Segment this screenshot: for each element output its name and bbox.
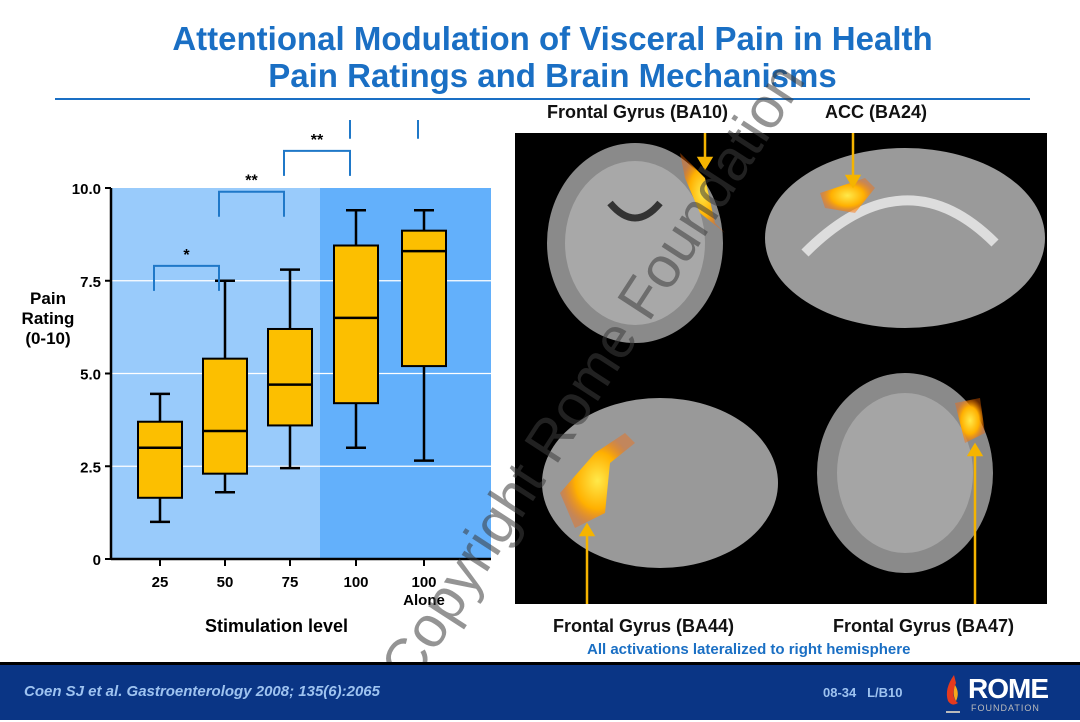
sagittal-brain-bottom-left: [542, 398, 778, 568]
x-tick-label: 100: [343, 574, 368, 591]
lateralization-note: All activations lateralized to right hem…: [587, 641, 911, 658]
y-tick-label: 10.0: [72, 181, 101, 198]
y-tick-label: 5.0: [80, 367, 101, 384]
y-label-line: Rating: [21, 309, 75, 328]
significance-bracket: [349, 120, 419, 139]
logo-text: ROME: [968, 673, 1049, 704]
label-ba44: Frontal Gyrus (BA44): [553, 616, 735, 636]
axial-brain-bottom-right: [817, 373, 993, 573]
logo-subtext: FOUNDATION: [971, 703, 1040, 713]
x-tick-label: 25: [152, 574, 169, 591]
label-acc: ACC (BA24): [825, 102, 928, 122]
significance-bracket: [153, 264, 220, 291]
box-plot: 02.55.07.510.0255075100100Alone*******p<…: [72, 120, 491, 609]
y-label-line: Pain: [30, 289, 66, 308]
x-tick-label: 75: [282, 574, 299, 591]
citation: Coen SJ et al. Gastroenterology 2008; 13…: [24, 683, 380, 700]
activation-acc: [820, 178, 875, 213]
label-ba47: Frontal Gyrus (BA47): [833, 616, 1015, 636]
label-ba10: Frontal Gyrus (BA10): [547, 102, 729, 122]
title-divider: [55, 98, 1030, 100]
pointer-arrows: [578, 108, 984, 623]
axial-brain-top-left: [547, 143, 723, 343]
y-axis-label: Pain Rating (0-10): [18, 289, 78, 349]
y-tick-label: 0: [93, 552, 101, 569]
brain-scans: [542, 108, 1045, 623]
box: [333, 244, 379, 405]
significance-label: **: [311, 132, 324, 149]
box: [267, 327, 313, 427]
y-tick-label: 2.5: [80, 459, 101, 476]
activation-ba10: [680, 153, 725, 233]
y-tick-label: 7.5: [80, 274, 101, 291]
significance-label: *: [183, 247, 190, 264]
slide-code: 08-34 L/B10: [823, 685, 903, 700]
significance-label: **: [245, 173, 258, 190]
y-label-line: (0-10): [25, 329, 71, 348]
significance-bracket: [283, 149, 351, 176]
box: [137, 420, 183, 499]
significance-bracket: [218, 190, 285, 217]
flame-icon: [946, 675, 960, 713]
x-tick-label: 50: [217, 574, 234, 591]
rome-foundation-logo: ROME FOUNDATION: [940, 673, 1060, 717]
footer-bar: Coen SJ et al. Gastroenterology 2008; 13…: [0, 662, 1080, 720]
x-tick-label: Alone: [403, 592, 445, 609]
x-tick-label: 100: [411, 574, 436, 591]
slide-title-line2: Pain Ratings and Brain Mechanisms: [268, 57, 837, 94]
activation-ba44: [560, 433, 635, 528]
x-axis-label: Stimulation level: [205, 616, 349, 636]
brain-images-panel: [515, 108, 1047, 623]
box: [401, 229, 447, 368]
activation-ba47: [955, 398, 985, 443]
slide-title-line1: Attentional Modulation of Visceral Pain …: [172, 20, 933, 57]
box: [202, 357, 248, 475]
sagittal-brain-top-right: [765, 148, 1045, 328]
